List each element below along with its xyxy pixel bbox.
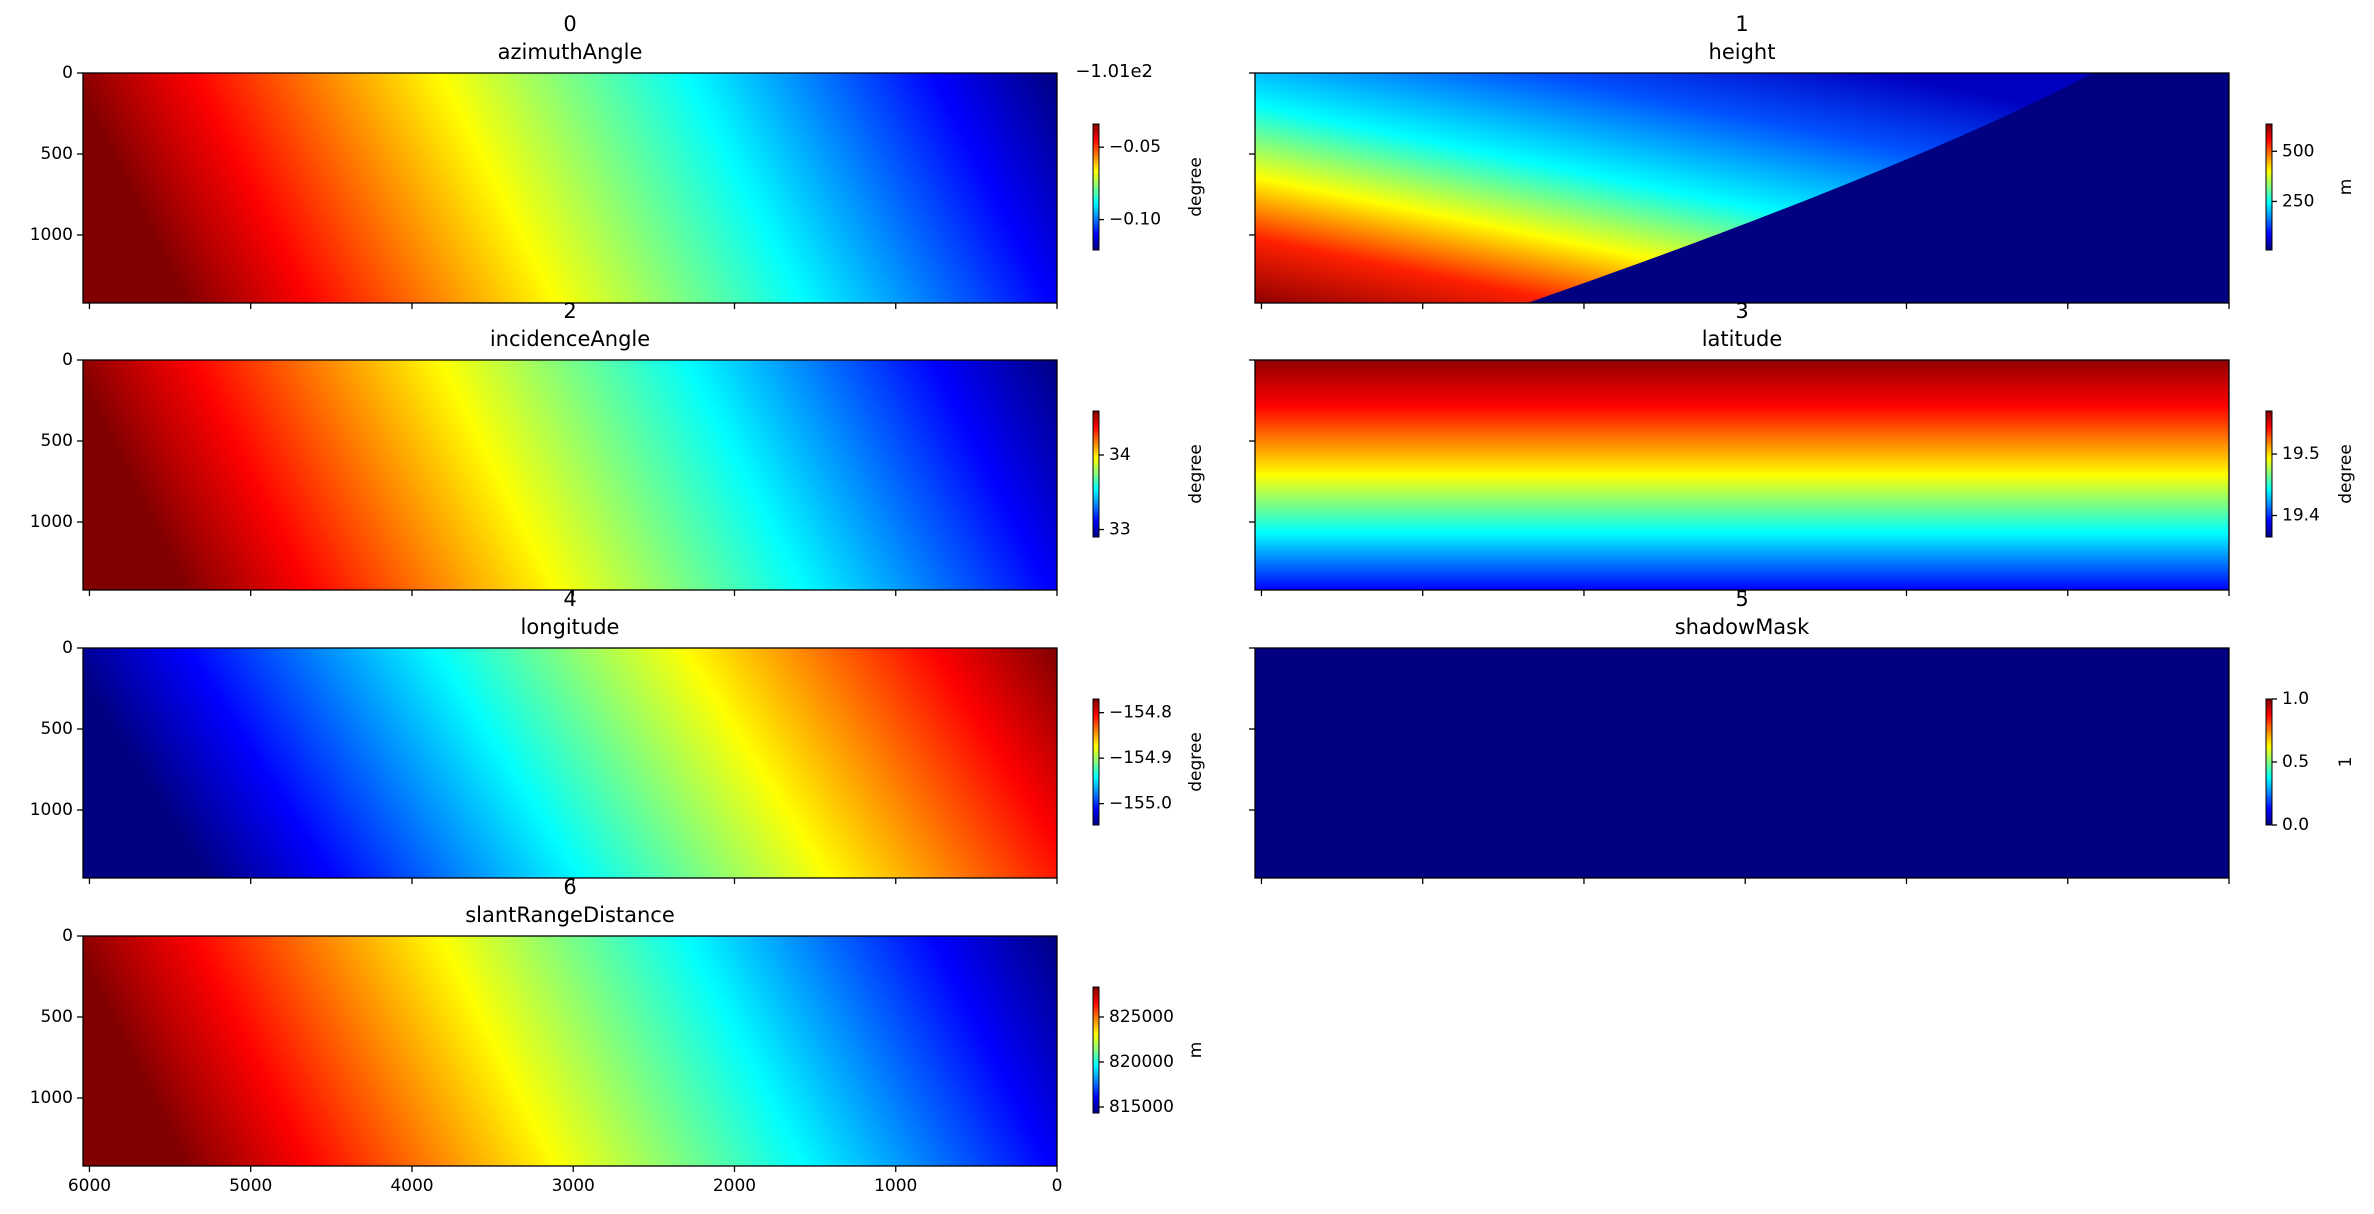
colorbar-label: degree [1186, 157, 1206, 217]
colorbar [1092, 410, 1100, 538]
colorbar-tick-label: −154.9 [1109, 748, 1172, 768]
heatmap-image [83, 73, 1057, 303]
y-tick-label: 500 [41, 144, 73, 164]
y-tick-label: 0 [62, 350, 73, 370]
colorbar-tick-label: 0.5 [2282, 752, 2309, 772]
colorbar-tick-label: 825000 [1109, 1007, 1174, 1027]
y-tick-label: 0 [62, 926, 73, 946]
y-tick-label: 1000 [30, 225, 73, 245]
heatmap-image [1255, 648, 2229, 878]
colorbar-label: degree [1186, 732, 1206, 792]
heatmap-image [83, 648, 1057, 878]
panel-title: latitude [1702, 327, 1783, 351]
panel-title: height [1709, 40, 1776, 64]
colorbar-tick-label: 820000 [1109, 1052, 1174, 1072]
x-tick-label: 2000 [713, 1176, 756, 1196]
colorbar [1092, 986, 1100, 1114]
colorbar-tick-label: −155.0 [1109, 794, 1172, 814]
x-tick-label: 1000 [874, 1176, 917, 1196]
heatmap-image [1255, 73, 2093, 303]
heatmap-image [83, 360, 1057, 590]
heatmap-image [83, 936, 1057, 1166]
axes-frame [82, 935, 1058, 1167]
colorbar-tick-label: 19.5 [2282, 444, 2320, 464]
colorbar-tick-label: 815000 [1109, 1097, 1174, 1117]
panel-number: 1 [1735, 12, 1748, 36]
y-tick-label: 500 [41, 1007, 73, 1027]
axes-frame [82, 72, 1058, 304]
colorbar [2265, 698, 2273, 826]
panel-title: longitude [521, 615, 620, 639]
panel-title: incidenceAngle [490, 327, 650, 351]
y-tick-label: 1000 [30, 1088, 73, 1108]
panel-number: 3 [1735, 299, 1748, 323]
offset-text: −1.01e2 [1075, 61, 1153, 82]
x-tick-label: 6000 [68, 1176, 111, 1196]
colorbar-label: degree [2336, 444, 2356, 504]
colorbar-tick-label: 19.4 [2282, 505, 2320, 525]
colorbar-label: m [2336, 179, 2356, 196]
axes-frame [1254, 647, 2230, 879]
panel-number: 0 [563, 12, 576, 36]
y-tick-label: 500 [41, 431, 73, 451]
colorbar-tick-label: −154.8 [1109, 703, 1172, 723]
colorbar-tick-label: −0.05 [1109, 137, 1161, 157]
axes-frame [1254, 359, 2230, 591]
panel-title: shadowMask [1675, 615, 1810, 639]
colorbar-tick-label: 250 [2282, 191, 2314, 211]
colorbar-tick-label: 34 [1109, 445, 1131, 465]
colorbar [2265, 123, 2273, 251]
y-tick-label: 0 [62, 638, 73, 658]
y-tick-label: 0 [62, 63, 73, 83]
heatmap-image [1255, 360, 2229, 590]
colorbar-label: degree [1186, 444, 1206, 504]
panel-number: 6 [563, 875, 576, 899]
colorbar-tick-label: −0.10 [1109, 210, 1161, 230]
colorbar-tick-label: 33 [1109, 520, 1131, 540]
colorbar-label: m [1186, 1042, 1206, 1059]
axes-frame [82, 359, 1058, 591]
x-tick-label: 0 [1052, 1176, 1063, 1196]
panel-number: 5 [1735, 587, 1748, 611]
axes-frame [82, 647, 1058, 879]
colorbar [2265, 410, 2273, 538]
colorbar-tick-label: 1.0 [2282, 689, 2309, 709]
panel-title: slantRangeDistance [465, 903, 675, 927]
axes-frame [1254, 72, 2230, 304]
y-tick-label: 1000 [30, 800, 73, 820]
colorbar-label: 1 [2336, 757, 2356, 768]
x-tick-label: 4000 [390, 1176, 433, 1196]
panel-number: 4 [563, 587, 576, 611]
y-tick-label: 1000 [30, 512, 73, 532]
panel-number: 2 [563, 299, 576, 323]
colorbar-tick-label: 0.0 [2282, 815, 2309, 835]
panel-title: azimuthAngle [498, 40, 643, 64]
colorbar-tick-label: 500 [2282, 141, 2314, 161]
x-tick-label: 3000 [552, 1176, 595, 1196]
colorbar [1092, 123, 1100, 251]
x-tick-label: 5000 [229, 1176, 272, 1196]
colorbar [1092, 698, 1100, 826]
y-tick-label: 500 [41, 719, 73, 739]
